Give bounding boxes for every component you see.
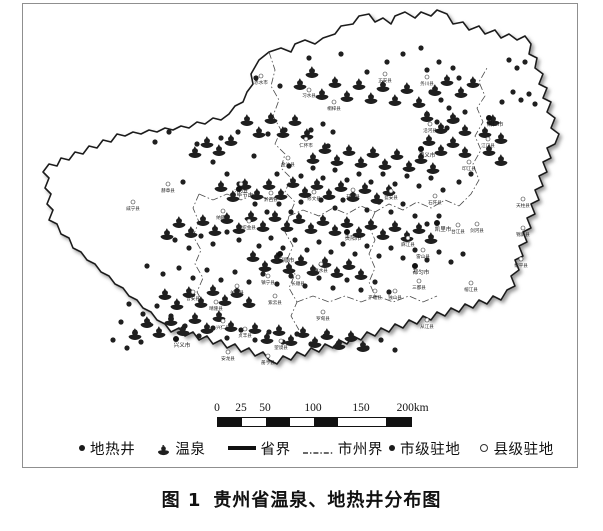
svg-text:望谟县: 望谟县 [274,344,288,351]
svg-text:金沙县: 金沙县 [281,161,295,168]
svg-text:从江县: 从江县 [420,323,434,330]
svg-text:紫云县: 紫云县 [268,300,282,306]
legend-label-city-seat: 市级驻地 [400,441,461,458]
svg-text:遵义市: 遵义市 [419,151,436,159]
svg-text:镇宁县: 镇宁县 [261,279,275,286]
svg-text:纳雍县: 纳雍县 [216,214,230,221]
svg-text:都匀市: 都匀市 [413,268,430,276]
svg-text:天柱县: 天柱县 [516,202,530,209]
svg-text:正安县: 正安县 [378,77,392,84]
legend-label-geothermal-well: 地热井 [90,441,136,458]
svg-text:瓮安县: 瓮安县 [384,194,398,201]
figure-caption-text: 贵州省温泉、地热井分布图 [213,490,442,511]
svg-text:安龙县: 安龙县 [221,355,235,362]
scale-bar-track [217,417,412,427]
svg-text:兴仁县: 兴仁县 [216,324,230,331]
scale-tick-50: 50 [259,402,271,414]
svg-text:沿河县: 沿河县 [423,127,437,134]
figure-caption-number: 图 1 [161,490,202,511]
svg-text:织金县: 织金县 [242,224,256,231]
legend-item-hot-spring: 温泉 [157,438,205,459]
scale-bar-ticks: 0 25 50 100 150 200km [214,402,428,416]
svg-text:榕江县: 榕江县 [464,286,478,293]
scale-segment-25-50 [242,418,266,426]
svg-text:凯里市: 凯里市 [435,225,452,233]
dash-dot-line-icon [302,444,333,454]
svg-text:剑河县: 剑河县 [470,227,484,234]
svg-text:黎平县: 黎平县 [514,262,528,269]
legend-item-geothermal-well: 地热井 [79,438,135,459]
legend-item-county-seat: 县级驻地 [480,438,553,459]
hot-spring-icon [157,443,170,455]
svg-text:册亨县: 册亨县 [261,359,275,366]
svg-text:毕节市: 毕节市 [237,191,254,199]
svg-text:雷山县: 雷山县 [416,253,430,260]
scale-tick-0: 0 [214,402,220,414]
figure-caption: 图 1 贵州省温泉、地热井分布图 [0,486,603,512]
svg-text:黔西县: 黔西县 [264,196,278,203]
svg-text:锦屏县: 锦屏县 [516,231,530,238]
city-seat-points [173,115,492,342]
svg-text:铜仁市: 铜仁市 [487,120,504,128]
svg-text:麻江县: 麻江县 [401,241,415,248]
map-legend: 地热井 温泉 省界 市州界 市级驻地 [79,436,553,460]
svg-text:务川县: 务川县 [420,80,434,87]
svg-text:安顺市: 安顺市 [278,256,295,264]
legend-item-city-seat: 市级驻地 [389,438,460,459]
map-city-labels: 铜仁市 凯里市 贵阳市 遵义市 安顺市 都匀市 毕节市 兴义市 [174,120,504,349]
hollow-dot-icon [480,444,489,452]
svg-text:平塘县: 平塘县 [368,294,382,301]
legend-item-prefecture-boundary: 市州界 [302,438,384,459]
svg-text:关岭县: 关岭县 [230,289,244,296]
svg-text:贞丰县: 贞丰县 [238,332,252,339]
prefecture-boundaries [192,51,488,331]
svg-text:独山县: 独山县 [388,294,402,301]
geothermal-well-points [110,45,538,353]
filled-dot-icon [389,445,396,451]
legend-label-hot-spring: 温泉 [175,441,206,458]
scale-tick-25: 25 [235,402,247,414]
svg-text:赫章县: 赫章县 [161,187,175,194]
svg-text:大方县: 大方县 [234,187,248,194]
map-scale-bar: 0 25 50 100 150 200km [213,402,433,432]
svg-text:印江县: 印江县 [462,165,476,172]
svg-text:罗甸县: 罗甸县 [316,315,330,322]
scale-segment-125-175 [338,418,386,426]
svg-text:三都县: 三都县 [412,285,426,291]
svg-text:台江县: 台江县 [451,228,465,235]
scale-tick-200km: 200km [396,402,429,414]
svg-text:晴隆县: 晴隆县 [209,305,223,312]
svg-text:仁怀市: 仁怀市 [299,142,313,149]
svg-text:修文县: 修文县 [307,195,321,202]
map-county-labels: 习水县 桐梓县 正安县 务川县 沿河县 赤水市 仁怀市 金沙县 大方县 黔西县 … [126,77,530,366]
svg-text:惠水县: 惠水县 [314,267,328,274]
figure-frame: 铜仁市 凯里市 贵阳市 遵义市 安顺市 都匀市 毕节市 兴义市 习水县 桐梓县 … [22,3,578,468]
filled-dot-icon [79,445,85,451]
svg-text:石阡县: 石阡县 [428,199,442,206]
scale-tick-100: 100 [304,402,322,414]
map-canvas[interactable]: 铜仁市 凯里市 贵阳市 遵义市 安顺市 都匀市 毕节市 兴义市 习水县 桐梓县 … [23,4,579,374]
guizhou-map-svg: 铜仁市 凯里市 贵阳市 遵义市 安顺市 都匀市 毕节市 兴义市 习水县 桐梓县 … [42,9,560,366]
svg-text:赤水市: 赤水市 [254,79,268,86]
legend-label-prefecture-boundary: 市州界 [337,441,384,458]
svg-text:普安县: 普安县 [186,295,200,302]
scale-tick-150: 150 [352,402,370,414]
svg-text:桐梓县: 桐梓县 [327,105,341,112]
scale-segment-75-100 [290,418,314,426]
legend-label-province-boundary: 省界 [260,441,291,458]
county-seat-points [130,71,526,359]
svg-text:江口县: 江口县 [481,142,495,149]
svg-text:开阳县: 开阳县 [346,193,360,200]
legend-label-county-seat: 县级驻地 [493,441,554,458]
svg-text:长顺县: 长顺县 [291,280,305,287]
svg-text:贵阳市: 贵阳市 [345,234,362,242]
solid-line-icon [227,446,256,450]
legend-item-province-boundary: 省界 [227,438,291,459]
svg-text:威宁县: 威宁县 [126,205,140,212]
svg-text:习水县: 习水县 [302,92,316,99]
province-outline [42,9,560,365]
svg-text:兴义市: 兴义市 [174,341,191,349]
